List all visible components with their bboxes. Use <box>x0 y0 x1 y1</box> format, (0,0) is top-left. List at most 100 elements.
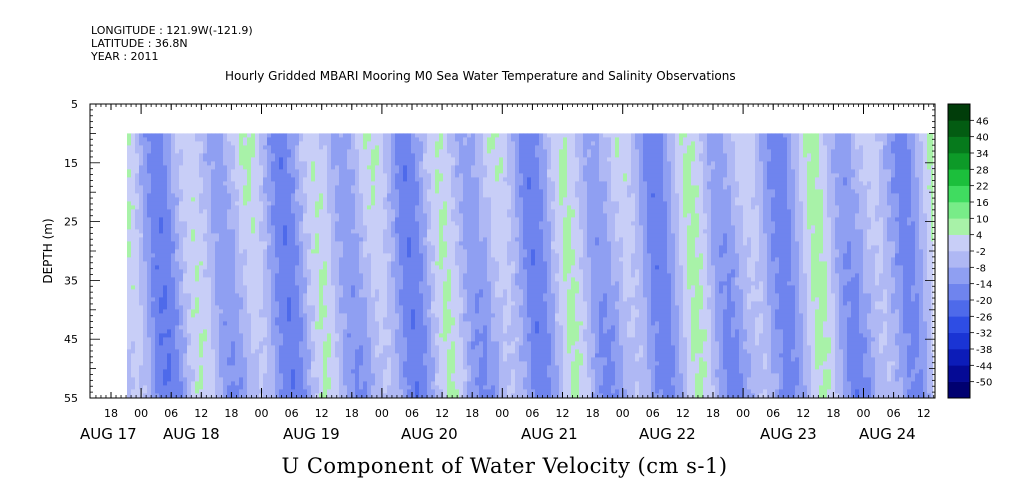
heatmap-cell <box>375 281 380 286</box>
heatmap-cell <box>163 177 168 182</box>
heatmap-cell <box>231 381 236 386</box>
heatmap-cell <box>387 237 392 242</box>
heatmap-cell <box>315 261 320 266</box>
heatmap-cell <box>339 353 344 358</box>
heatmap-cell <box>199 385 204 390</box>
heatmap-cell <box>367 285 372 290</box>
heatmap-cell <box>291 189 296 194</box>
heatmap-cell <box>143 285 148 290</box>
heatmap-cell <box>239 365 244 370</box>
heatmap-cell <box>223 217 228 222</box>
heatmap-cell <box>211 273 216 278</box>
heatmap-cell <box>219 181 224 186</box>
heatmap-cell <box>231 181 236 186</box>
heatmap-cell <box>239 217 244 222</box>
heatmap-cell <box>391 297 396 302</box>
heatmap-cell <box>311 213 316 218</box>
heatmap-cell <box>211 257 216 262</box>
heatmap-cell <box>171 181 176 186</box>
heatmap-cell <box>327 261 332 266</box>
heatmap-cell <box>291 377 296 382</box>
heatmap-cell <box>355 225 360 230</box>
heatmap-cell <box>195 337 200 342</box>
heatmap-cell <box>403 217 408 222</box>
heatmap-cell <box>295 141 300 146</box>
heatmap-cell <box>135 225 140 230</box>
heatmap-cell <box>379 357 384 362</box>
heatmap-cell <box>155 153 160 158</box>
heatmap-cell <box>363 217 368 222</box>
heatmap-cell <box>239 149 244 154</box>
heatmap-cell <box>223 229 228 234</box>
heatmap-cell <box>307 249 312 254</box>
heatmap-cell <box>323 209 328 214</box>
heatmap-cell <box>191 369 196 374</box>
heatmap-cell <box>231 201 236 206</box>
heatmap-cell <box>283 317 288 322</box>
heatmap-cell <box>251 189 256 194</box>
heatmap-cell <box>247 293 252 298</box>
heatmap-cell <box>307 161 312 166</box>
heatmap-cell <box>367 189 372 194</box>
heatmap-cell <box>387 345 392 350</box>
heatmap-cell <box>155 277 160 282</box>
heatmap-cell <box>175 313 180 318</box>
heatmap-cell <box>211 249 216 254</box>
heatmap-cell <box>335 369 340 374</box>
heatmap-cell <box>251 193 256 198</box>
heatmap-cell <box>219 273 224 278</box>
heatmap-cell <box>371 241 376 246</box>
heatmap-cell <box>155 305 160 310</box>
heatmap-cell <box>319 169 324 174</box>
heatmap-cell <box>395 181 400 186</box>
heatmap-cell <box>255 213 260 218</box>
heatmap-cell <box>295 181 300 186</box>
heatmap-cell <box>203 245 208 250</box>
heatmap-cell <box>351 137 356 142</box>
heatmap-cell <box>191 317 196 322</box>
heatmap-cell <box>395 229 400 234</box>
heatmap-cell <box>395 385 400 390</box>
heatmap-cell <box>363 289 368 294</box>
heatmap-cell <box>187 149 192 154</box>
heatmap-cell <box>291 321 296 326</box>
heatmap-cell <box>167 345 172 350</box>
heatmap-cell <box>383 245 388 250</box>
heatmap-cell <box>259 373 264 378</box>
heatmap-cell <box>247 385 252 390</box>
heatmap-cell <box>159 181 164 186</box>
heatmap-cell <box>323 333 328 338</box>
heatmap-cell <box>207 233 212 238</box>
heatmap-cell <box>131 353 136 358</box>
heatmap-cell <box>163 245 168 250</box>
heatmap-cell <box>239 261 244 266</box>
heatmap-cell <box>231 233 236 238</box>
heatmap-cell <box>347 193 352 198</box>
heatmap-cell <box>211 189 216 194</box>
heatmap-cell <box>391 169 396 174</box>
heatmap-cell <box>371 393 376 398</box>
heatmap-cell <box>315 213 320 218</box>
heatmap-cell <box>131 345 136 350</box>
heatmap-cell <box>307 377 312 382</box>
heatmap-cell <box>211 349 216 354</box>
heatmap-cell <box>379 245 384 250</box>
heatmap-cell <box>379 201 384 206</box>
heatmap-cell <box>323 185 328 190</box>
heatmap-cell <box>131 385 136 390</box>
heatmap-cell <box>267 285 272 290</box>
heatmap-cell <box>375 337 380 342</box>
heatmap-cell <box>147 213 152 218</box>
heatmap-cell <box>183 309 188 314</box>
heatmap-cell <box>387 361 392 366</box>
heatmap-cell <box>383 261 388 266</box>
heatmap-cell <box>363 297 368 302</box>
heatmap-cell <box>211 285 216 290</box>
heatmap-cell <box>191 377 196 382</box>
heatmap-cell <box>239 361 244 366</box>
heatmap-cell <box>279 273 284 278</box>
heatmap-cell <box>183 249 188 254</box>
heatmap-cell <box>163 321 168 326</box>
heatmap-cell <box>371 341 376 346</box>
heatmap-cell <box>399 329 404 334</box>
